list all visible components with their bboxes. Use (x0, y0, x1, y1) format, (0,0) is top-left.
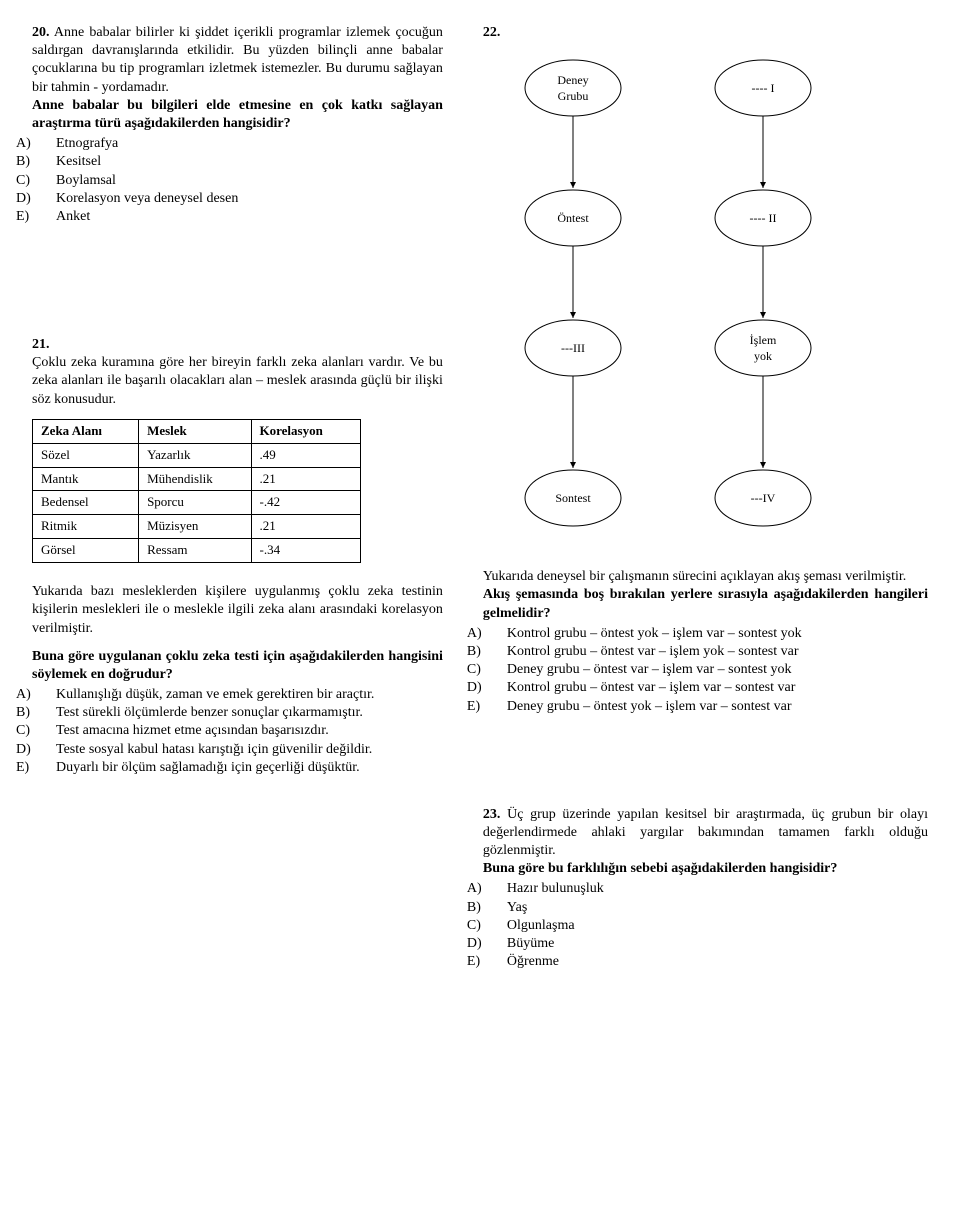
svg-text:---IV: ---IV (751, 491, 776, 505)
question-prompt: Buna göre uygulanan çoklu zeka testi içi… (32, 648, 443, 684)
svg-text:Sontest: Sontest (555, 491, 591, 505)
option-a: A)Hazır bulunuşluk (507, 880, 928, 898)
table-cell: Bedensel (33, 491, 139, 515)
svg-text:---III: ---III (561, 341, 585, 355)
question-text: Anne babalar bilirler ki şiddet içerikli… (32, 25, 443, 95)
option-d: D)Kontrol grubu – öntest var – işlem var… (507, 679, 928, 697)
table-cell: Görsel (33, 539, 139, 563)
svg-text:Deney: Deney (557, 73, 588, 87)
question-prompt: Buna göre bu farklılığın sebebi aşağıdak… (483, 860, 928, 878)
option-e: E)Öğrenme (507, 953, 928, 971)
question-prompt: Anne babalar bu bilgileri elde etmesine … (32, 97, 443, 133)
table-cell: Mühendislik (139, 467, 251, 491)
option-b: B)Kontrol grubu – öntest var – işlem yok… (507, 643, 928, 661)
options: A)Etnografya B)Kesitsel C)Boylamsal D)Ko… (32, 135, 443, 226)
table-cell: Sporcu (139, 491, 251, 515)
option-e: E)Duyarlı bir ölçüm sağlamadığı için geç… (56, 759, 443, 777)
option-b: B)Test sürekli ölçümlerde benzer sonuçla… (56, 704, 443, 722)
option-b: B)Kesitsel (56, 153, 443, 171)
zeka-table: Zeka Alanı Meslek Korelasyon SözelYazarl… (32, 419, 361, 563)
table-cell: Sözel (33, 443, 139, 467)
svg-text:Öntest: Öntest (557, 211, 589, 225)
option-c: C)Deney grubu – öntest var – işlem var –… (507, 661, 928, 679)
option-c: C)Olgunlaşma (507, 917, 928, 935)
table-row: BedenselSporcu-.42 (33, 491, 361, 515)
option-e: E)Anket (56, 208, 443, 226)
question-text: Üç grup üzerinde yapılan kesitsel bir ar… (483, 807, 928, 858)
th-korelasyon: Korelasyon (251, 419, 360, 443)
option-a: A)Etnografya (56, 135, 443, 153)
question-20: 20. Anne babalar bilirler ki şiddet içer… (32, 24, 443, 226)
table-cell: Yazarlık (139, 443, 251, 467)
flow-node (525, 60, 621, 116)
flow-node (715, 320, 811, 376)
flowchart: Deney Grubu ---- I Öntest ---- II ---III İşlem… (483, 48, 928, 548)
option-b: B)Yaş (507, 899, 928, 917)
option-a: A)Kullanışlığı düşük, zaman ve emek gere… (56, 686, 443, 704)
table-cell: Mantık (33, 467, 139, 491)
question-number: 23. (483, 807, 501, 822)
table-cell: Ritmik (33, 515, 139, 539)
table-cell: .21 (251, 515, 360, 539)
question-21: 21. Çoklu zeka kuramına göre her bireyin… (32, 336, 443, 777)
question-prompt: Akış şemasında boş bırakılan yerlere sır… (483, 586, 928, 622)
svg-text:---- II: ---- II (749, 211, 776, 225)
table-cell: .49 (251, 443, 360, 467)
svg-text:---- I: ---- I (751, 81, 774, 95)
question-para: Yukarıda deneysel bir çalışmanın sürecin… (483, 568, 928, 586)
question-para2: Yukarıda bazı mesleklerden kişilere uygu… (32, 583, 443, 638)
table-row: MantıkMühendislik.21 (33, 467, 361, 491)
option-a: A)Kontrol grubu – öntest yok – işlem var… (507, 625, 928, 643)
option-d: D)Teste sosyal kabul hatası karıştığı iç… (56, 741, 443, 759)
table-cell: .21 (251, 467, 360, 491)
question-para: Çoklu zeka kuramına göre her bireyin far… (32, 354, 443, 409)
option-c: C)Test amacına hizmet etme açısından baş… (56, 722, 443, 740)
table-cell: Ressam (139, 539, 251, 563)
table-cell: Müzisyen (139, 515, 251, 539)
option-c: C)Boylamsal (56, 172, 443, 190)
th-meslek: Meslek (139, 419, 251, 443)
question-22: 22. Deney Grubu ---- I Öntest ---- II ---III İ… (483, 24, 928, 716)
table-row: SözelYazarlık.49 (33, 443, 361, 467)
options: A)Kontrol grubu – öntest yok – işlem var… (483, 625, 928, 716)
flowchart-svg: Deney Grubu ---- I Öntest ---- II ---III İşlem… (483, 48, 853, 548)
svg-text:İşlem: İşlem (750, 333, 777, 347)
question-number: 21. (32, 337, 50, 352)
table-cell: -.42 (251, 491, 360, 515)
table-cell: -.34 (251, 539, 360, 563)
option-d: D)Korelasyon veya deneysel desen (56, 190, 443, 208)
option-d: D)Büyüme (507, 935, 928, 953)
svg-text:Grubu: Grubu (558, 89, 589, 103)
table-row: GörselRessam-.34 (33, 539, 361, 563)
option-e: E)Deney grubu – öntest yok – işlem var –… (507, 698, 928, 716)
th-zeka: Zeka Alanı (33, 419, 139, 443)
options: A)Kullanışlığı düşük, zaman ve emek gere… (32, 686, 443, 777)
question-number: 22. (483, 24, 928, 42)
question-23: 23. Üç grup üzerinde yapılan kesitsel bi… (483, 806, 928, 972)
question-number: 20. (32, 25, 50, 40)
table-row: RitmikMüzisyen.21 (33, 515, 361, 539)
svg-text:yok: yok (754, 349, 772, 363)
options: A)Hazır bulunuşluk B)Yaş C)Olgunlaşma D)… (483, 880, 928, 971)
